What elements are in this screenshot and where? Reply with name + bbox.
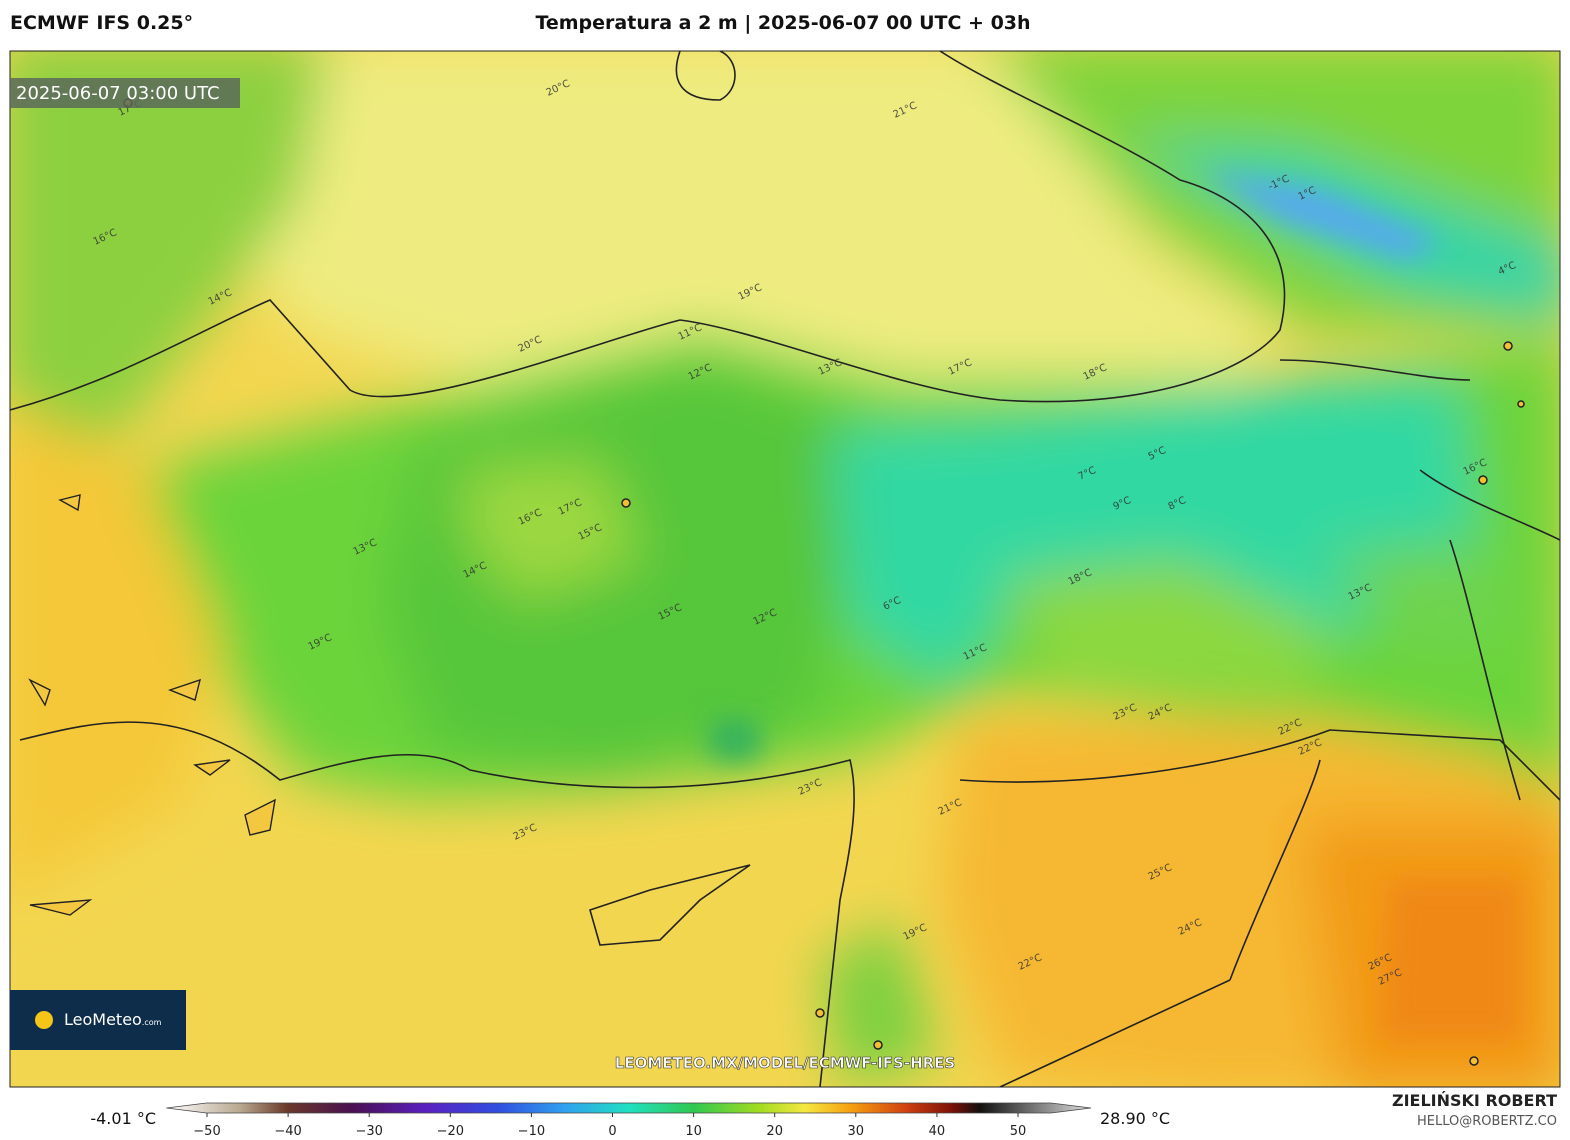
title: Temperatura a 2 m | 2025-06-07 00 UTC + … <box>535 12 1031 34</box>
colorbar-tick-label: 0 <box>608 1124 616 1139</box>
colorbar-tick-label: 20 <box>766 1124 783 1139</box>
colorbar-tick-label: −30 <box>355 1124 382 1139</box>
colorbar-tick-label: 30 <box>848 1124 865 1139</box>
time-box <box>10 78 240 108</box>
logo-name: LeoMeteo <box>64 1010 142 1029</box>
credit-name: ZIELIŃSKI ROBERT <box>1392 1091 1557 1110</box>
colorbar-tick-label: 40 <box>929 1124 946 1139</box>
colorbar-tick-label: −40 <box>274 1124 301 1139</box>
coastlines <box>10 51 1560 1087</box>
watermark: LEOMETEO.MX/MODEL/ECMWF-IFS-HRES <box>615 1054 955 1072</box>
valid-time: 2025-06-07 03:00 UTC <box>16 83 220 104</box>
model-name: ECMWF IFS 0.25° <box>10 12 194 34</box>
colorbar-min: -4.01 °C <box>90 1109 156 1128</box>
colorbar-max: 28.90 °C <box>1100 1109 1170 1128</box>
map-frame <box>9 50 1561 1088</box>
colorbar-tick-label: −20 <box>437 1124 464 1139</box>
logo-text: LeoMeteo.com <box>64 1010 162 1029</box>
colorbar: −50 −40 −30 −20 −10 0 10 20 30 40 50 <box>166 1102 1092 1139</box>
colorbar-bar <box>166 1102 1092 1114</box>
colorbar-tick-label: −10 <box>518 1124 545 1139</box>
colorbar-tick-label: 10 <box>685 1124 702 1139</box>
colorbar-tick-label: 50 <box>1010 1124 1027 1139</box>
colorbar-tick-label: −50 <box>193 1124 220 1139</box>
credit-email: HELLO@ROBERTZ.CO <box>1417 1114 1557 1129</box>
logo-suffix: .com <box>142 1018 162 1027</box>
logo-sun <box>35 1011 53 1029</box>
islands <box>28 494 276 916</box>
temperature-field: 17°C16°C14°C20°C21°C19°C20°C17°C 18°C11°C… <box>10 51 1560 1087</box>
